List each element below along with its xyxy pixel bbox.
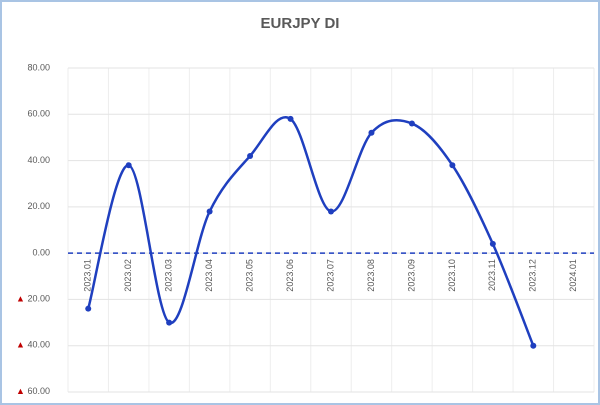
marker (408, 120, 415, 127)
x-tick-label: 2023.07 (325, 259, 335, 292)
x-tick-label: 2023.10 (447, 259, 457, 292)
line (87, 116, 535, 347)
x-tick-label: 2023.06 (285, 259, 295, 292)
x-tick-label: 2023.02 (123, 259, 133, 292)
marker (85, 305, 92, 312)
y-tick-label: 40.00 (27, 155, 50, 165)
x-tick-label: 2023.03 (164, 259, 174, 292)
x-tick-label: 2024.01 (568, 259, 578, 292)
marker (328, 208, 334, 215)
marker (489, 240, 496, 247)
chart-title: EURJPY DI (261, 15, 340, 32)
x-tick-label: 2023.12 (528, 259, 538, 292)
y-tick-label: 60.00 (27, 109, 50, 119)
x-tick-label: 2023.05 (244, 259, 254, 292)
x-tick-label: 2023.04 (204, 259, 214, 292)
x-tick-label: 2023.01 (83, 259, 93, 292)
marker (166, 319, 173, 326)
marker (530, 342, 537, 349)
y-tick-label: 0.00 (32, 248, 50, 258)
y-tick-label: ▲ 20.00 (16, 294, 50, 304)
marker (125, 162, 132, 169)
marker (449, 162, 456, 169)
marker (368, 129, 375, 136)
marker (287, 115, 294, 122)
y-tick-label: ▲ 60.00 (16, 386, 50, 396)
x-tick-label: 2023.09 (406, 259, 416, 292)
x-tick-label: 2023.11 (487, 259, 497, 291)
marker (247, 152, 254, 159)
marker (206, 208, 213, 215)
y-tick-label: 20.00 (27, 201, 50, 211)
x-tick-label: 2023.08 (366, 259, 376, 292)
y-tick-label: 80.00 (27, 62, 50, 72)
y-tick-label: ▲ 40.00 (16, 340, 50, 350)
